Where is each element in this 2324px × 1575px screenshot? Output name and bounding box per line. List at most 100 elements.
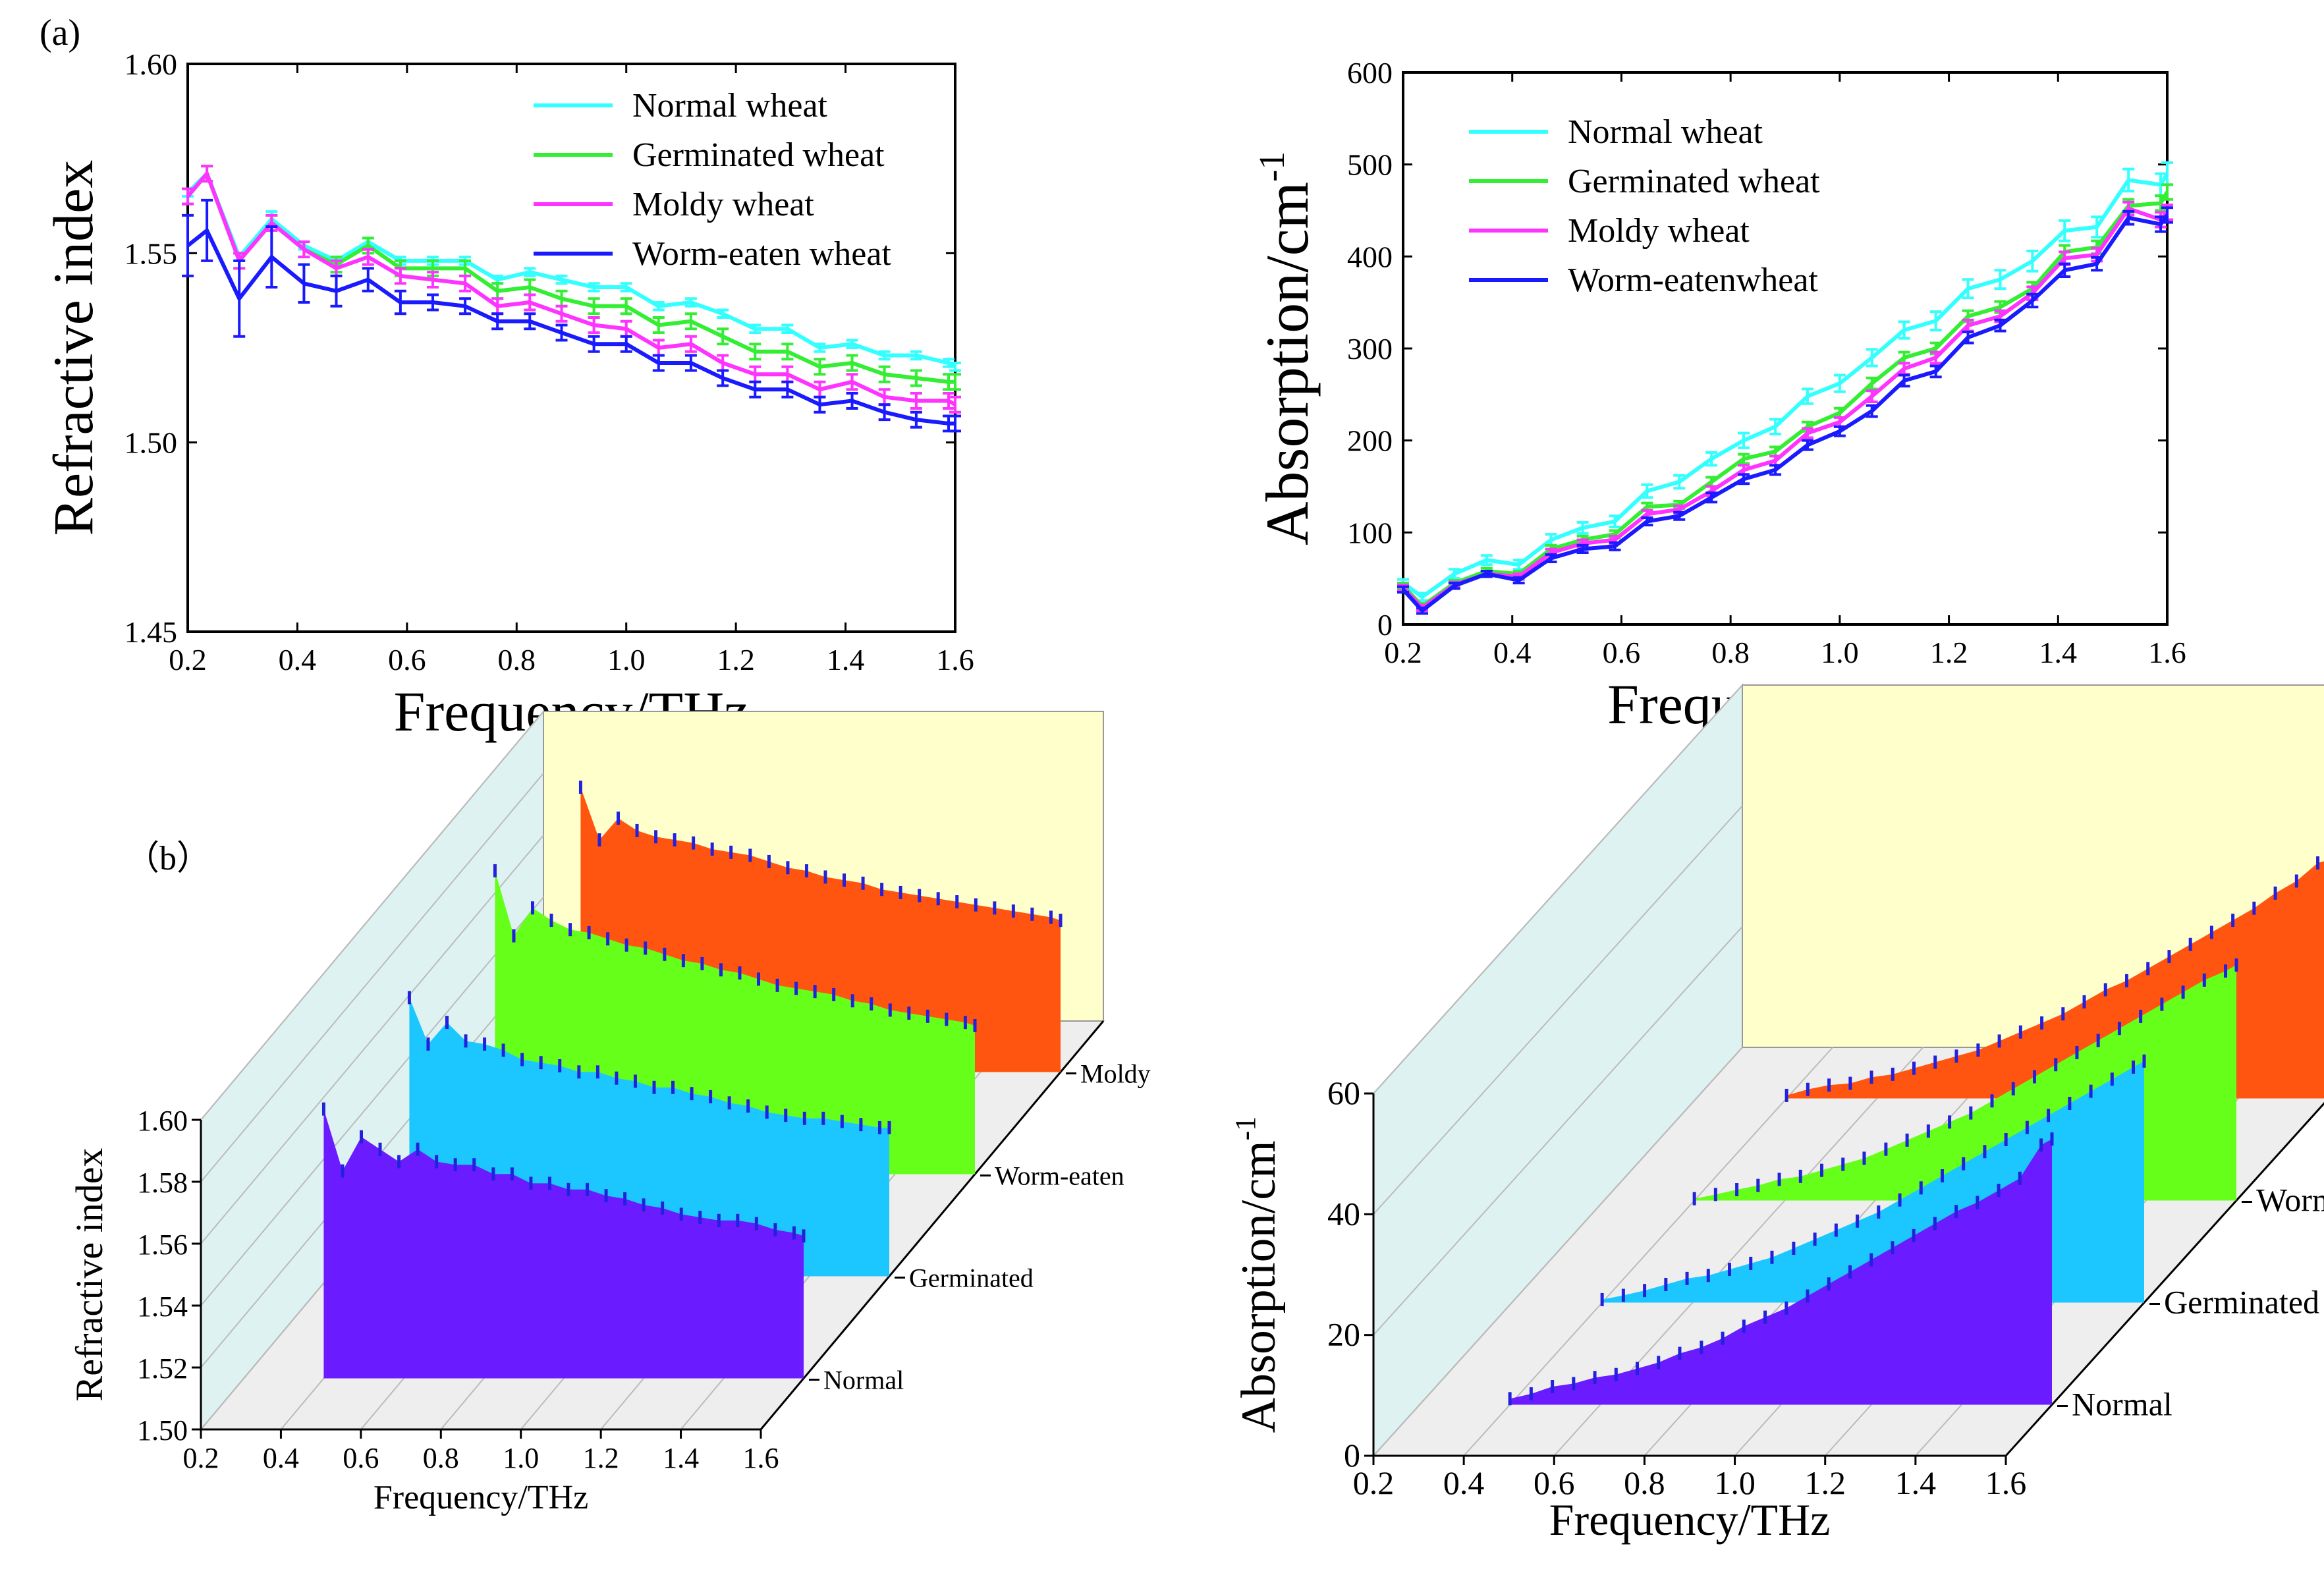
chart-absorption-3d: 0.2 0.4 0.6 0.8 1.0 1.2 1.4 1.6 0 20 40 60 Frequency… — [1229, 683, 2324, 1545]
category-label: Germinated — [2164, 1284, 2319, 1321]
panel-label-b: （b） — [125, 840, 211, 877]
legend-label: Worm-eaten wheat — [632, 235, 891, 273]
x-tick-label: 1.2 — [1804, 1464, 1846, 1501]
y-tick-label: 0 — [1377, 608, 1393, 642]
x-tick-label: 0.2 — [169, 643, 207, 677]
y-tick-label: 60 — [1327, 1074, 1360, 1111]
x-tick-label: 1.4 — [2039, 636, 2078, 669]
x-tick-label: 0.4 — [279, 643, 317, 677]
side-grid-line — [200, 835, 544, 1244]
x-tick-label: 0.2 — [183, 1442, 219, 1474]
x-tick-label: 1.2 — [1930, 636, 1968, 669]
y-axis-label-superscript: -1 — [1229, 1117, 1261, 1141]
area-series-normal_fill — [323, 1109, 804, 1379]
y-tick-label: 200 — [1347, 424, 1393, 458]
x-tick-label: 0.8 — [1624, 1464, 1665, 1501]
series-line-moldy — [186, 171, 956, 406]
side-grid-line — [1373, 1047, 1743, 1456]
plot-frame — [186, 63, 956, 633]
category-label: Normal — [823, 1366, 904, 1395]
x-tick-label: 0.2 — [1353, 1464, 1395, 1501]
y-tick-label: 1.50 — [137, 1414, 188, 1447]
category-label: Moldy — [1080, 1059, 1151, 1089]
side-grid-line — [200, 773, 544, 1182]
x-tick-label: 0.6 — [1534, 1464, 1575, 1501]
category-label: Worm-eaten — [2256, 1182, 2324, 1219]
legend-label: Germinated wheat — [632, 136, 885, 174]
legend-label: Normal wheat — [1568, 113, 1763, 151]
y-tick-label: 100 — [1347, 516, 1393, 549]
floor-grid-line — [1463, 1047, 1833, 1456]
x-axis-label: Frequency/THz — [1549, 1495, 1831, 1545]
category-label: Worm-eaten — [995, 1161, 1124, 1191]
side-grid-line — [200, 897, 544, 1306]
y-tick-label: 1.58 — [137, 1167, 188, 1199]
x-tick-label: 0.8 — [1711, 636, 1750, 669]
y-tick-label: 1.45 — [124, 615, 178, 649]
side-grid-line — [200, 711, 544, 1120]
x-tick-label: 1.4 — [663, 1442, 699, 1474]
category-label: Normal — [2072, 1386, 2172, 1423]
y-axis-label: Refractive index — [42, 160, 105, 536]
y-tick-label: 40 — [1327, 1195, 1360, 1232]
x-tick-label: 1.6 — [2148, 636, 2186, 669]
y-axis-label-text: Absorption/cm — [1232, 1140, 1286, 1433]
y-tick-label: 300 — [1347, 332, 1393, 366]
x-tick-label: 1.2 — [717, 643, 755, 677]
y-axis-label-text: Refractive index — [42, 160, 105, 536]
plot-frame — [1402, 71, 2169, 626]
series-line-germinated — [1401, 191, 2169, 609]
x-tick-label: 0.4 — [263, 1442, 299, 1474]
y-axis-label-text: Refractive index — [68, 1148, 111, 1402]
y-axis-label: Absorption/cm-1 — [1252, 152, 1321, 545]
depth-axis-line — [760, 1020, 1105, 1430]
legend-label: Germinated wheat — [1568, 163, 1820, 200]
panel-label-a: (a) — [40, 13, 80, 53]
category-label: Germinated — [909, 1263, 1034, 1293]
series-line-normal — [1402, 173, 2169, 599]
x-tick-label: 0.4 — [1443, 1464, 1485, 1501]
legend-label: Normal wheat — [632, 87, 828, 124]
x-tick-label: 0.6 — [1603, 636, 1641, 669]
x-tick-label: 1.4 — [1895, 1464, 1937, 1501]
y-axis-label-superscript: -1 — [1252, 152, 1292, 182]
y-tick-label: 1.52 — [137, 1352, 188, 1385]
legend-label: Moldy wheat — [1568, 212, 1750, 250]
side-grid-line — [1373, 805, 1743, 1215]
y-tick-label: 400 — [1347, 240, 1393, 273]
x-axis-label: Frequency/THz — [374, 1479, 588, 1516]
y-axis-label-text: Absorption/cm — [1254, 182, 1321, 545]
x-tick-label: 0.6 — [388, 643, 426, 677]
y-axis-label: Refractive index — [68, 1148, 111, 1402]
depth-axis-line — [2005, 1102, 2324, 1457]
x-tick-label: 1.2 — [583, 1442, 619, 1474]
chart-refractive-index-3d: 0.2 0.4 0.6 0.8 1.0 1.2 1.4 1.6 1.50 1.52 1.54 1.56… — [68, 709, 1151, 1516]
y-tick-label: 1.54 — [137, 1290, 188, 1323]
x-tick-label: 1.6 — [1985, 1464, 2027, 1501]
legend-label: Worm-eatenwheat — [1568, 262, 1818, 299]
x-tick-label: 0.2 — [1384, 636, 1422, 669]
x-tick-label: 1.6 — [936, 643, 974, 677]
x-tick-label: 1.6 — [743, 1442, 779, 1474]
y-tick-label: 1.56 — [137, 1229, 188, 1261]
y-axis-label: Absorption/cm-1 — [1229, 1117, 1286, 1433]
chart-absorption-lines: 0.2 0.4 0.6 0.8 1.0 1.2 1.4 1.6 0 100 200 300 400 500… — [1252, 56, 2186, 736]
y-tick-label: 500 — [1347, 148, 1393, 182]
x-tick-label: 1.0 — [607, 643, 646, 677]
side-grid-line — [1373, 926, 1743, 1336]
x-tick-label: 1.0 — [503, 1442, 539, 1474]
x-tick-label: 0.8 — [423, 1442, 459, 1474]
y-tick-label: 1.55 — [124, 236, 178, 270]
x-tick-label: 0.8 — [498, 643, 536, 677]
y-tick-label: 1.60 — [124, 47, 178, 81]
series-line-worm — [186, 228, 955, 426]
x-tick-label: 1.0 — [1714, 1464, 1756, 1501]
y-tick-label: 0 — [1344, 1437, 1360, 1474]
side-grid-line — [1373, 684, 1743, 1094]
y-tick-label: 20 — [1327, 1316, 1360, 1353]
chart-refractive-index-lines: 0.2 0.4 0.6 0.8 1.0 1.2 1.4 1.6 1.45 1.50 1.55 1.60… — [42, 47, 974, 743]
x-tick-label: 1.0 — [1821, 636, 1859, 669]
x-tick-label: 0.6 — [343, 1442, 379, 1474]
y-tick-label: 1.50 — [124, 426, 178, 460]
